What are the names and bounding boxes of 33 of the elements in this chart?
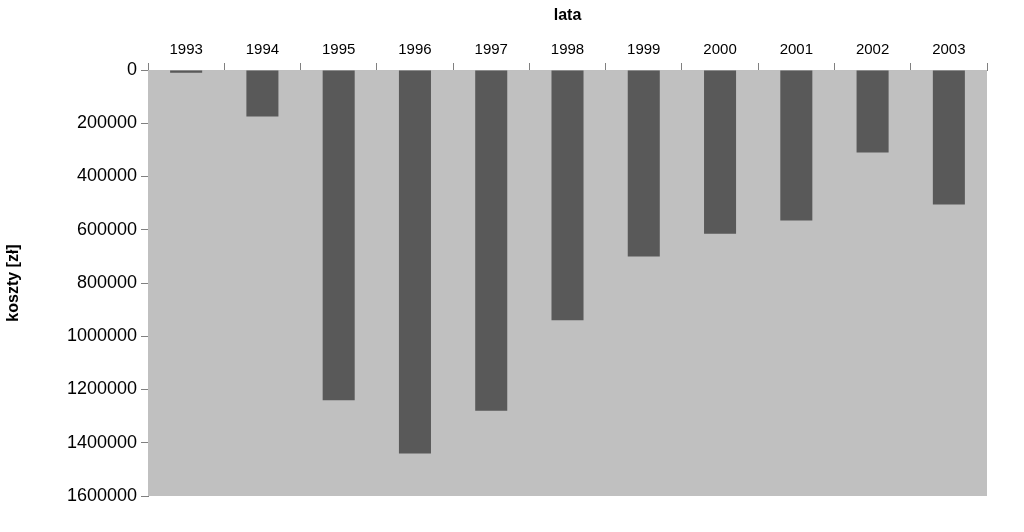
bar [398, 70, 431, 454]
y-tick-label: 1400000 [66, 431, 137, 452]
bar [246, 70, 279, 117]
x-tick-label: 2003 [932, 40, 966, 58]
x-tick-label: 1996 [398, 40, 432, 58]
x-axis-title: lata [553, 6, 582, 24]
y-tick-label: 1600000 [66, 484, 137, 505]
x-tick-label: 1998 [550, 40, 585, 58]
y-tick-label: 600000 [76, 218, 137, 239]
x-tick-label: 2001 [779, 40, 814, 58]
y-tick-label: 1000000 [66, 325, 137, 346]
bar [932, 70, 965, 205]
bar [322, 70, 355, 401]
bar [856, 70, 889, 153]
y-tick-label: 400000 [76, 165, 137, 186]
x-tick-label: 1993 [169, 40, 203, 58]
x-tick-label: 2002 [855, 40, 890, 58]
bar [627, 70, 660, 257]
y-tick-label: 0 [126, 58, 137, 79]
x-tick-label: 2000 [703, 40, 737, 58]
bar [170, 70, 203, 73]
x-tick-label: 1994 [245, 40, 280, 58]
bar [780, 70, 813, 221]
y-tick-label: 200000 [76, 112, 137, 133]
bar [475, 70, 508, 411]
y-tick-label: 1200000 [66, 378, 137, 399]
x-tick-label: 1997 [474, 40, 508, 58]
x-tick-label: 1999 [627, 40, 661, 58]
bar [551, 70, 584, 321]
y-tick-label: 800000 [76, 271, 137, 292]
x-tick-label: 1995 [321, 40, 356, 58]
bar [704, 70, 737, 234]
y-axis-title: koszty [zł] [4, 244, 22, 322]
